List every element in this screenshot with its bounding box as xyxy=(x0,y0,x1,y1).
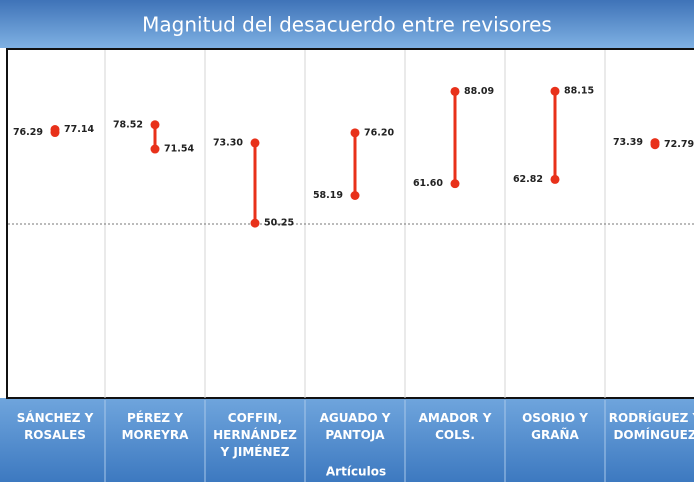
chart-title: Magnitud del desacuerdo entre revisores xyxy=(142,13,552,37)
value-label: 62.82 xyxy=(513,174,543,185)
value-label: 72.79 xyxy=(664,139,694,150)
value-label: 73.39 xyxy=(613,137,643,148)
x-axis-label: Artículos xyxy=(326,465,386,479)
value-label: 50.25 xyxy=(264,218,294,229)
value-label: 88.09 xyxy=(464,86,494,97)
value-label: 76.20 xyxy=(364,127,394,138)
point xyxy=(250,138,260,148)
point xyxy=(150,144,160,154)
x-tick-label: PÉREZ Y MOREYRA xyxy=(121,411,189,442)
point xyxy=(350,128,360,138)
value-label: 76.29 xyxy=(13,127,43,138)
point xyxy=(150,120,160,130)
point xyxy=(550,174,560,184)
value-label: 88.15 xyxy=(564,86,594,97)
x-tick-label: COFFIN, HERNÁNDEZ Y JIMÉNEZ xyxy=(213,411,297,459)
x-tick-label: SÁNCHEZ Y ROSALES xyxy=(16,411,94,442)
point xyxy=(450,86,460,96)
point xyxy=(650,140,660,150)
value-label: 77.14 xyxy=(64,124,94,135)
point xyxy=(350,190,360,200)
x-tick-label: AMADOR Y COLS. xyxy=(418,411,492,442)
value-label: 78.52 xyxy=(113,119,143,130)
plot-area xyxy=(6,48,694,399)
value-label: 61.60 xyxy=(413,178,443,189)
axis-band xyxy=(0,398,694,482)
point xyxy=(250,218,260,228)
title-bar xyxy=(0,0,694,48)
point xyxy=(450,179,460,189)
x-tick-label: AGUADO Y PANTOJA xyxy=(319,411,391,442)
point xyxy=(550,86,560,96)
value-label: 73.30 xyxy=(213,137,243,148)
x-tick-label: RODRÍGUEZ Y DOMÍNGUEZ xyxy=(608,411,694,442)
value-label: 71.54 xyxy=(164,144,194,155)
x-tick-label: OSORIO Y GRAÑA xyxy=(522,411,588,442)
point xyxy=(50,125,60,135)
value-label: 58.19 xyxy=(313,190,343,201)
